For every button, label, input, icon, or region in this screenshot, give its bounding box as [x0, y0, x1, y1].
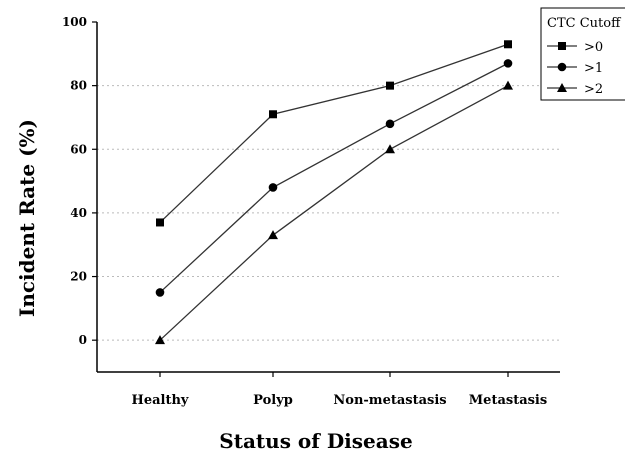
grid-lines	[97, 85, 560, 341]
data-point	[156, 218, 164, 227]
series-line	[159, 85, 509, 341]
data-point	[269, 110, 277, 119]
y-tick-label: 40	[70, 206, 87, 220]
legend-box	[540, 7, 625, 101]
legend-label: >0	[584, 40, 603, 55]
legend: CTC Cutoff >0 >1 >2	[540, 7, 625, 101]
y-tick-label: 100	[62, 15, 87, 29]
series-group	[155, 40, 513, 345]
y-tick-label: 0	[79, 333, 87, 347]
legend-label: >2	[584, 82, 603, 97]
data-point	[155, 288, 165, 297]
y-ticks: 0 20 40 60 80 100	[62, 15, 97, 347]
y-tick-label: 60	[70, 142, 87, 156]
legend-item: >1	[547, 61, 603, 76]
y-tick-label: 20	[70, 270, 87, 284]
data-point	[268, 230, 278, 240]
legend-item: >0	[547, 40, 603, 55]
data-point	[385, 144, 395, 154]
legend-label: >1	[584, 61, 603, 76]
y-axis-title: Incident Rate (%)	[15, 119, 39, 317]
x-tick-label: Healthy	[132, 393, 189, 408]
x-tick-label: Metastasis	[469, 393, 547, 408]
data-point	[155, 335, 165, 345]
series-2	[155, 59, 513, 297]
legend-marker	[557, 83, 567, 92]
data-point	[268, 183, 278, 192]
x-tick-label: Non-metastasis	[333, 393, 446, 408]
series-line	[159, 62, 509, 293]
series-3	[155, 80, 513, 345]
x-axis-title: Status of Disease	[219, 429, 412, 453]
x-ticks: Healthy Polyp Non-metastasis Metastasis	[132, 372, 547, 408]
data-point	[503, 80, 513, 90]
legend-item: >2	[547, 82, 603, 97]
data-point	[503, 59, 513, 68]
data-point	[504, 40, 512, 49]
legend-marker	[557, 62, 567, 72]
y-tick-label: 80	[70, 79, 87, 93]
legend-marker	[558, 42, 566, 50]
axes	[96, 22, 560, 373]
legend-items: >0 >1 >2	[547, 40, 603, 97]
series-1	[156, 40, 512, 227]
data-point	[385, 119, 395, 129]
series-line	[159, 43, 509, 223]
data-point	[386, 81, 394, 90]
legend-title: CTC Cutoff	[547, 16, 622, 31]
x-tick-label: Polyp	[253, 393, 293, 408]
